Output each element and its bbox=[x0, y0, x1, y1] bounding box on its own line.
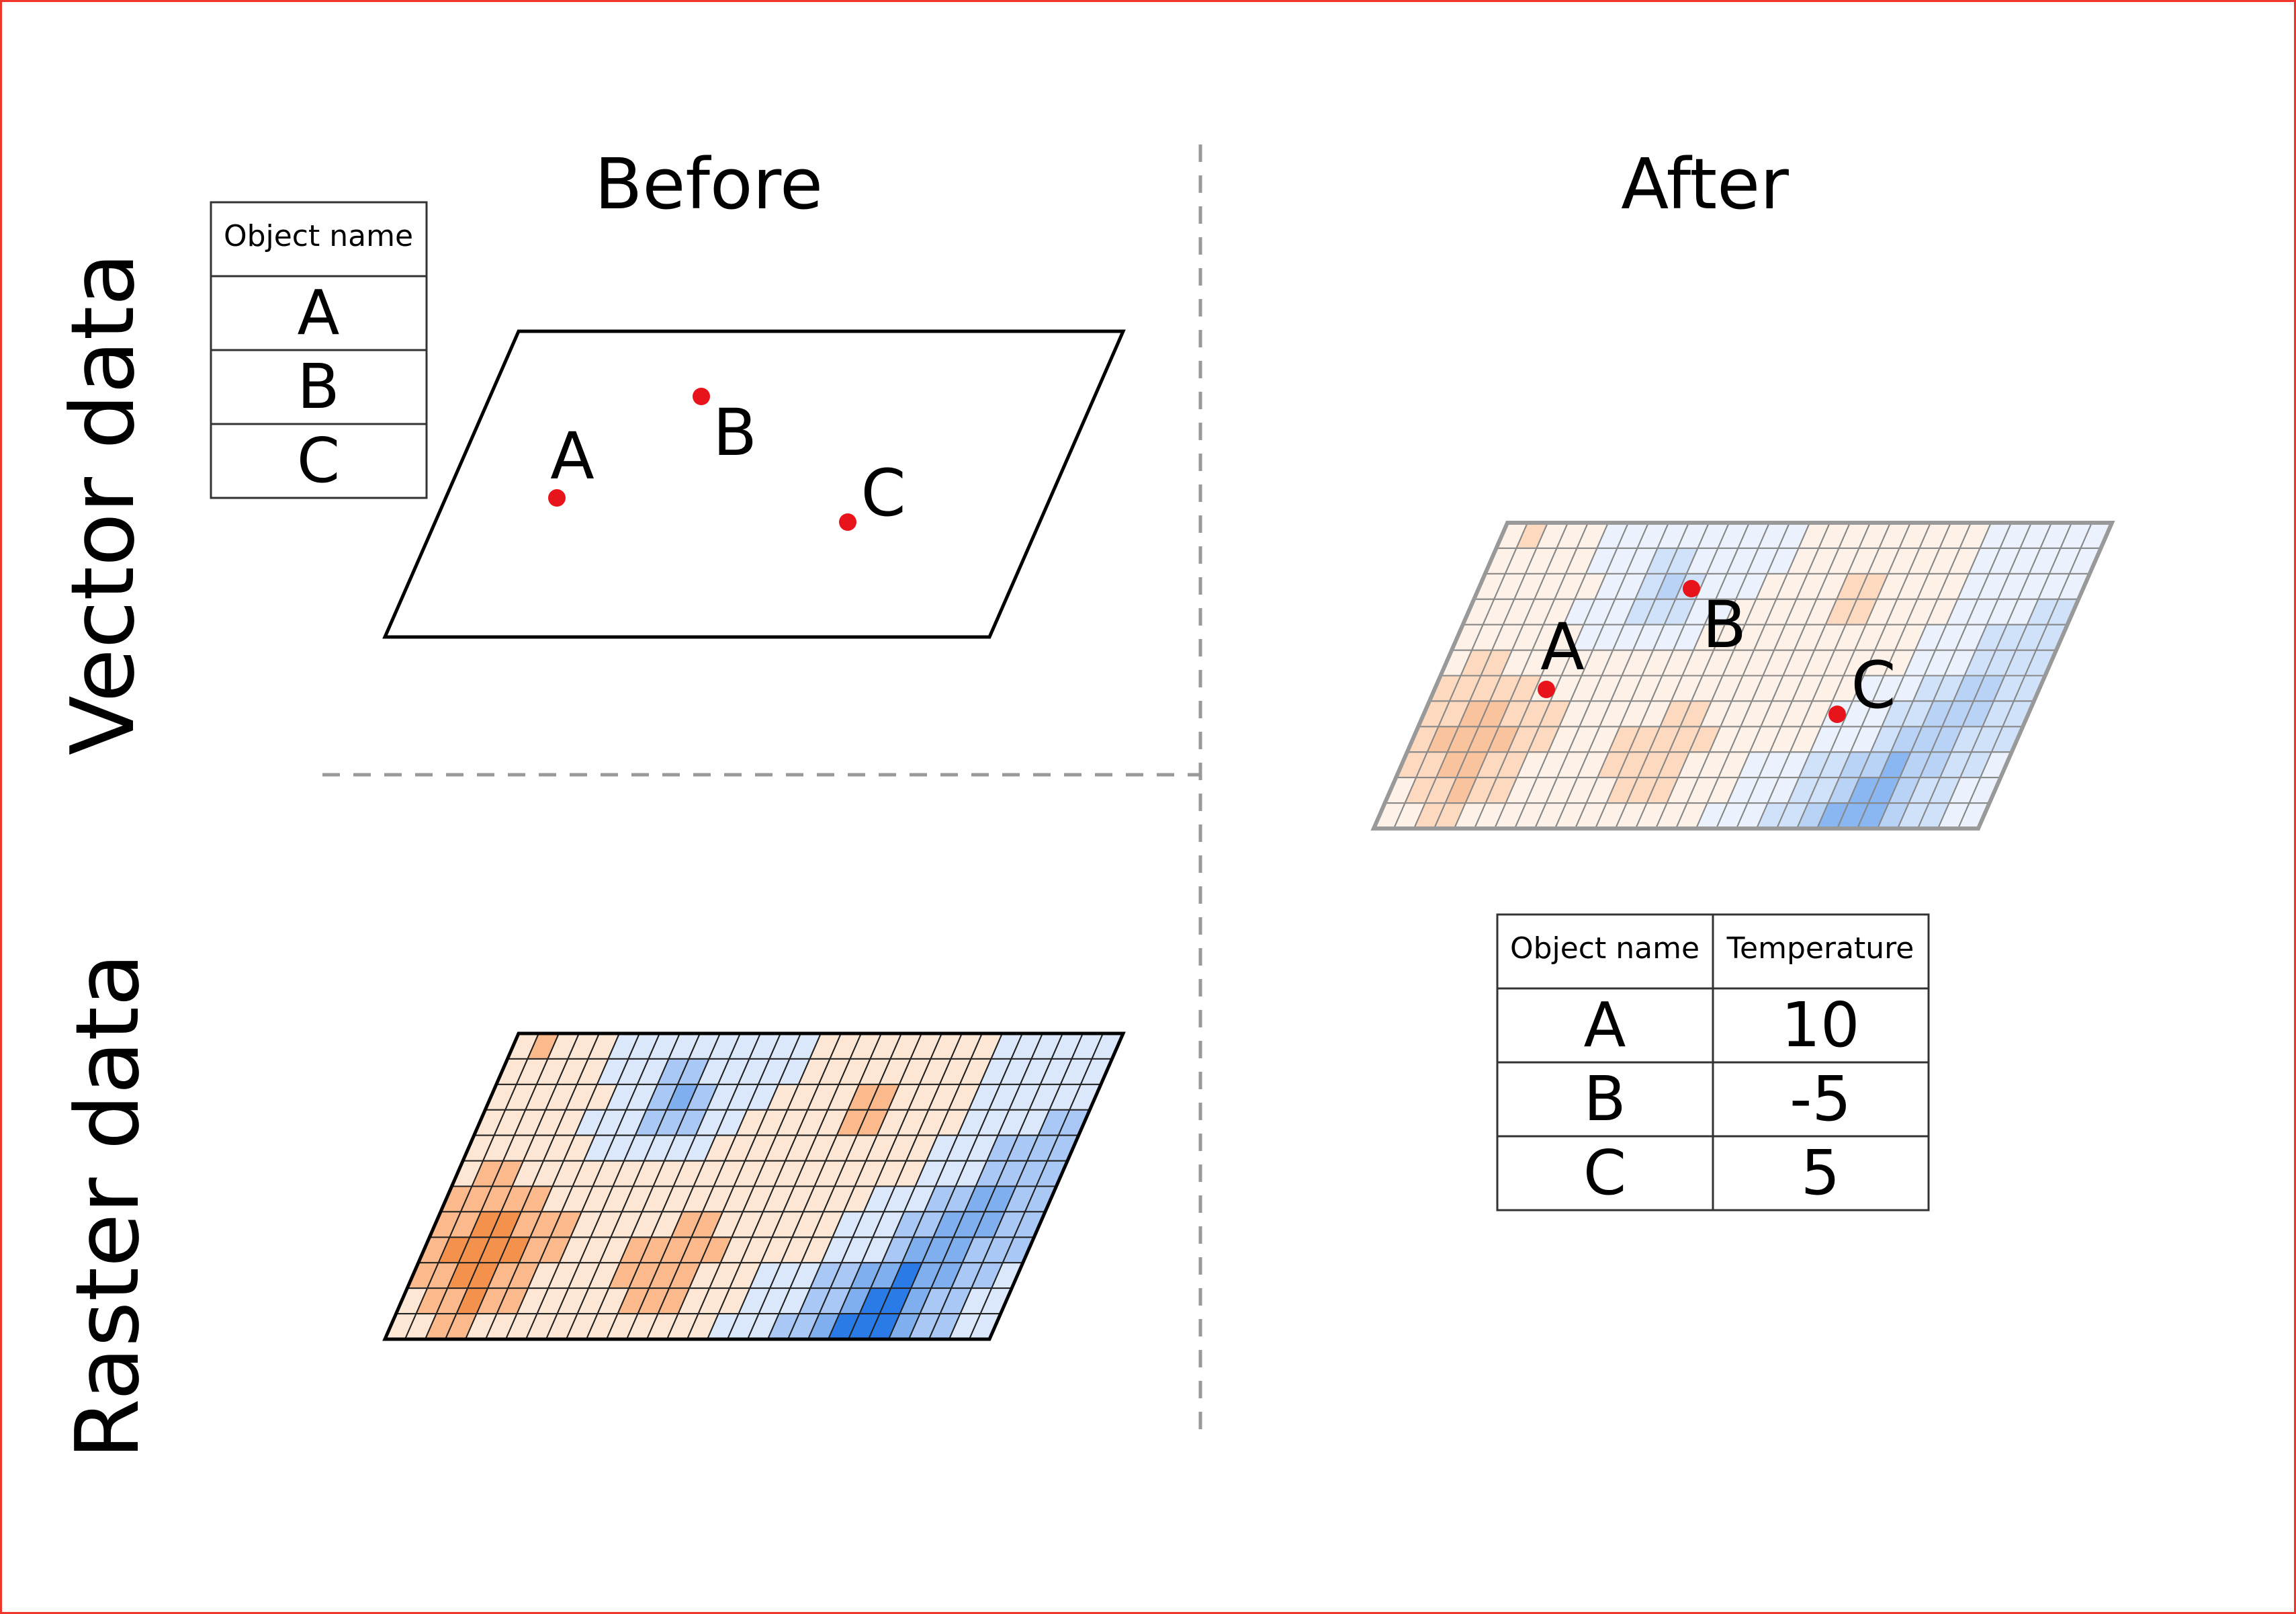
before-table-cell bbox=[210, 423, 428, 499]
before-table-row-b: B bbox=[297, 351, 339, 423]
after-table-cell bbox=[1712, 987, 1930, 1064]
point-b-marker bbox=[693, 388, 710, 405]
raster-grid-after bbox=[1372, 522, 2113, 829]
after-result-table: Object name Temperature A 10 B -5 C 5 bbox=[1496, 913, 1930, 1212]
after-table-row-a-name: A bbox=[1584, 989, 1626, 1061]
raster-grid-after-outline bbox=[1370, 521, 2115, 831]
point-b-label: B bbox=[713, 395, 757, 470]
after-table-header-cell bbox=[1712, 913, 1930, 990]
after-table-cell bbox=[1712, 1061, 1930, 1138]
point-c-marker bbox=[839, 513, 856, 531]
after-point-c-label: C bbox=[1851, 648, 1896, 723]
point-a-label: A bbox=[550, 419, 594, 494]
point-c-label: C bbox=[860, 456, 906, 531]
after-point-c-marker bbox=[1828, 706, 1846, 723]
after-table-cell bbox=[1496, 987, 1714, 1064]
before-table-row-c: C bbox=[297, 425, 340, 497]
after-table-row-c-name: C bbox=[1583, 1137, 1626, 1209]
vector-data-label: Vector data bbox=[52, 253, 154, 755]
after-table-cell bbox=[1712, 1135, 1930, 1212]
vector-layer: A B C bbox=[382, 329, 1126, 639]
after-point-b-label: B bbox=[1702, 587, 1747, 663]
after-points: A B C bbox=[1538, 580, 1896, 723]
after-table-row-a-temp: 10 bbox=[1781, 989, 1859, 1061]
after-table-row-c-temp: 5 bbox=[1801, 1137, 1841, 1209]
after-point-a-marker bbox=[1538, 681, 1555, 698]
raster-data-label: Raster data bbox=[56, 953, 159, 1459]
raster-grid-before bbox=[384, 1033, 1124, 1340]
after-table-row-b-temp: -5 bbox=[1790, 1063, 1851, 1135]
after-table-header-cell bbox=[1496, 913, 1714, 990]
after-table-row-b-name: B bbox=[1583, 1063, 1626, 1135]
raster-grid-before-outline bbox=[382, 1031, 1126, 1341]
after-heading: After bbox=[1621, 143, 1789, 225]
before-table-row-a: A bbox=[298, 277, 340, 349]
before-table-header-cell bbox=[210, 201, 428, 278]
after-table-cell bbox=[1496, 1135, 1714, 1212]
after-table-header-temperature: Temperature bbox=[1726, 931, 1914, 966]
vector-parallelogram bbox=[382, 329, 1126, 639]
before-table-header: Object name bbox=[224, 219, 413, 253]
point-a-marker bbox=[548, 489, 566, 507]
after-point-b-marker bbox=[1683, 580, 1700, 597]
before-heading: Before bbox=[594, 143, 823, 225]
before-table-cell bbox=[210, 349, 428, 425]
before-object-table: Object name A B C bbox=[210, 201, 428, 499]
after-table-header-name: Object name bbox=[1510, 931, 1699, 966]
after-point-a-label: A bbox=[1540, 609, 1585, 685]
